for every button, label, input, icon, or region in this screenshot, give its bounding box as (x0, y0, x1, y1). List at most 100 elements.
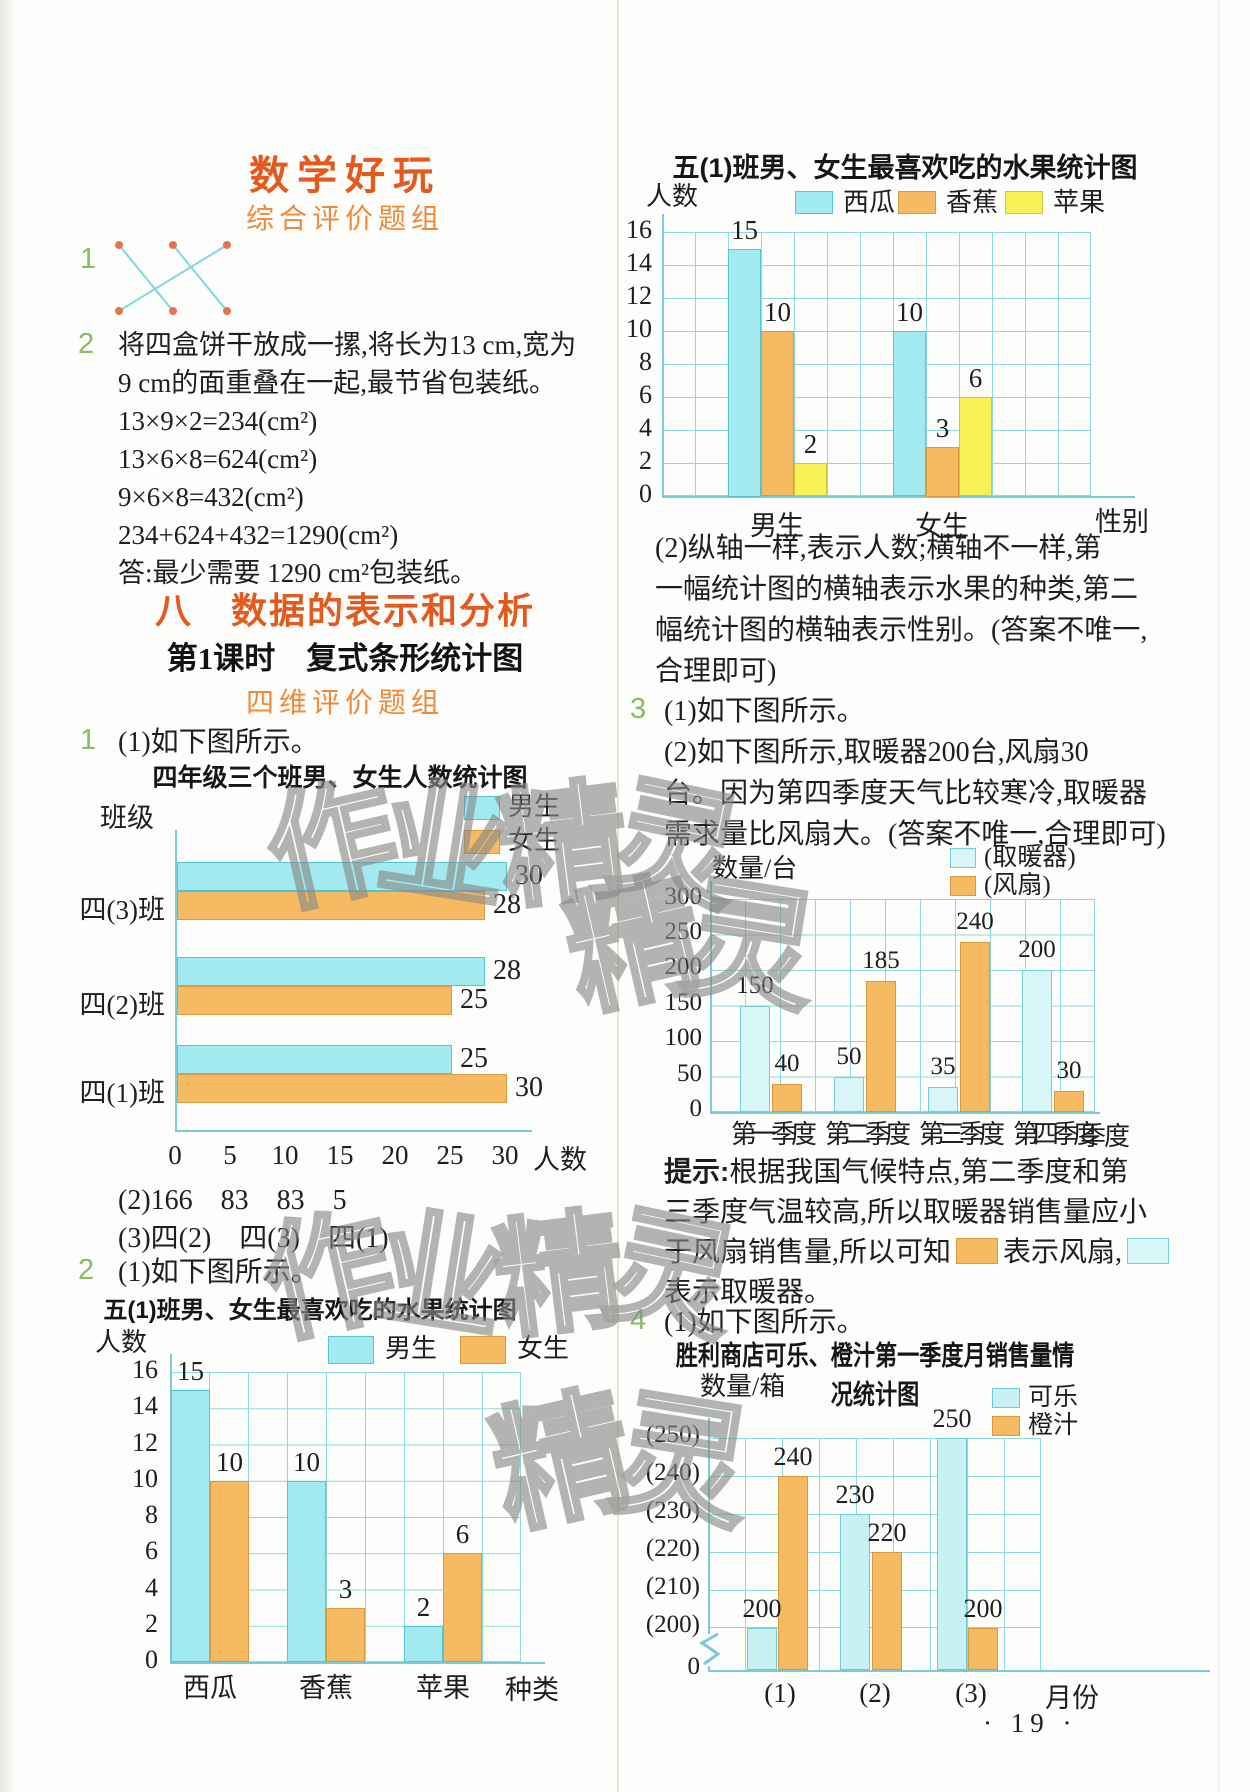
x-tick-label: 15 (326, 1140, 354, 1170)
heater-color-swatch (1127, 1238, 1170, 1264)
y-category-label: 四(3)班 (79, 895, 165, 925)
bar-value-label: 250 (932, 1404, 972, 1433)
x-category-label: 苹果 (416, 1673, 470, 1703)
legend-swatch-apple (1005, 191, 1043, 214)
bar-value-label: 200 (742, 1594, 782, 1623)
chart-grid (662, 232, 1091, 496)
x-tick-label: 5 (223, 1140, 237, 1170)
answer-line: 台。因为第四季度天气比较寒冷,取暖器 (664, 778, 1148, 809)
bar-value-label: 15 (731, 215, 758, 245)
chart-heater-fan-yaxis-name: 数量/台 (712, 854, 798, 883)
answer-line: 9×6×8=432(cm²) (118, 482, 304, 512)
bar-value-label: 10 (293, 1447, 320, 1477)
chart-class-counts-xaxis-name: 人数 (533, 1145, 587, 1175)
bar-value-label: 50 (836, 1043, 862, 1070)
y-tick-label: 6 (639, 380, 652, 409)
chart-class-counts-yaxis-name: 班级 (100, 803, 154, 833)
x-category-label: 第二季度 (824, 1120, 911, 1149)
fan-color-swatch (956, 1238, 999, 1264)
legend-swatch-boys (328, 1336, 374, 1364)
chart-fruit-by-kind-yaxis-name: 人数 (95, 1328, 148, 1357)
y-tick-label: 150 (664, 989, 703, 1016)
bar-value-label: 40 (774, 1050, 800, 1077)
x-tick-label: 0 (168, 1140, 182, 1170)
bar-value-label: 30 (515, 1072, 543, 1103)
bar-value-label: 200 (963, 1594, 1003, 1623)
item-2-answer: 将四盒饼干放成一摞,将长为13 cm,宽为 9 cm的面重叠在一起,最节省包装纸… (118, 326, 623, 592)
bar-value-label: 10 (896, 297, 923, 327)
chart-store-sales-title: 胜利商店可乐、橙汁第一季度月销售量情况统计图 (675, 1341, 1075, 1410)
answer-line: 13×9×2=234(cm²) (118, 406, 318, 436)
bar-value-label: 10 (216, 1447, 243, 1477)
bar-男生 (287, 1481, 326, 1662)
page-number: · 19 · (983, 1708, 1078, 1738)
question-3-number: 3 (630, 693, 647, 725)
bar-橙汁 (778, 1476, 808, 1670)
y-tick-label: 0 (689, 1095, 703, 1122)
y-tick-label: 8 (145, 1500, 158, 1529)
legend-swatch-cola (992, 1388, 1020, 1408)
legend-swatch-fan (950, 876, 976, 896)
answer-line: (2)纵轴一样,表示人数;横轴不一样,第 (655, 533, 1102, 564)
bar-橙汁 (872, 1552, 902, 1670)
y-tick-label: 16 (626, 215, 652, 244)
bar-女生 (177, 986, 452, 1015)
hint-line: 三季度气温较高,所以取暖器销售量应小 (664, 1197, 1148, 1228)
y-axis-line (710, 881, 712, 1112)
x-category-label: 第一季度 (730, 1120, 817, 1149)
bar-value-label: 6 (455, 1519, 470, 1549)
legend-label-banana: 香蕉 (946, 188, 999, 217)
bar-value-label: 25 (460, 1043, 488, 1074)
axis-break-mark (699, 1632, 721, 1666)
x-axis-line (708, 1670, 1210, 1672)
bar-女生 (177, 1074, 507, 1103)
x-axis-line (175, 1130, 532, 1132)
bar-(取暖器) (834, 1077, 864, 1112)
chart-store-sales-xaxis-name: 月份 (1045, 1683, 1099, 1713)
question-1-answer-1: (1)如下图所示。 (118, 727, 319, 758)
bar-value-label: 185 (862, 947, 900, 974)
answer-line: 一幅统计图的横轴表示水果的种类,第二 (655, 574, 1139, 605)
chart-fruit-by-kind-title: 五(1)班男、女生最喜欢吃的水果统计图 (103, 1297, 517, 1324)
question-1-answer-3: (3)四(2) 四(3) 四(1) (118, 1223, 389, 1254)
x-axis-line (710, 1112, 1100, 1114)
bar-西瓜 (893, 331, 926, 496)
x-category-label: 男生 (750, 511, 804, 541)
y-tick-label: 250 (664, 918, 703, 945)
legend-swatch-girls (460, 1336, 506, 1364)
bar-value-label: 25 (460, 984, 488, 1015)
bar-男生 (177, 862, 507, 891)
y-tick-label: 0 (687, 1653, 701, 1680)
chapter-title: 八 数据的表示和分析 (154, 591, 535, 631)
legend-label-fan: (风扇) (984, 872, 1051, 899)
bar-男生 (177, 1045, 452, 1074)
legend-label-orange-juice: 橙汁 (1028, 1412, 1079, 1439)
x-axis-line (170, 1662, 545, 1664)
legend-swatch-watermelon (795, 191, 833, 214)
x-tick-label: 10 (271, 1140, 299, 1170)
bar-苹果 (959, 397, 992, 496)
hint-line: 于风扇销售量,所以可知 表示风扇, (664, 1233, 1209, 1273)
bar-value-label: 28 (493, 955, 521, 986)
bar-(取暖器) (740, 1006, 770, 1112)
answer-line: 将四盒饼干放成一摞,将长为13 cm,宽为 (118, 330, 577, 360)
bar-女生 (177, 891, 485, 920)
x-category-label: 香蕉 (299, 1673, 353, 1703)
section-title: 数学好玩 (249, 153, 441, 198)
x-category-label: 女生 (915, 511, 969, 541)
legend-swatch-girls (464, 830, 500, 854)
legend-label-apple: 苹果 (1053, 188, 1106, 217)
question-4-answer-1: (1)如下图所示。 (664, 1307, 865, 1338)
bar-香蕉 (926, 447, 959, 497)
chart-fruit-by-gender-xaxis-name: 性别 (1095, 507, 1149, 537)
question-1-number: 1 (80, 724, 97, 756)
y-tick-label: 6 (145, 1536, 158, 1565)
legend-label-boys: 男生 (385, 1334, 438, 1363)
bar-(风扇) (866, 981, 896, 1112)
bar-value-label: 230 (835, 1480, 875, 1509)
y-tick-label: (200) (645, 1611, 700, 1638)
bar-value-label: 10 (764, 297, 791, 327)
bar-男生 (171, 1390, 210, 1662)
y-tick-label: 4 (145, 1573, 158, 1602)
x-category-label: (3) (955, 1678, 987, 1708)
